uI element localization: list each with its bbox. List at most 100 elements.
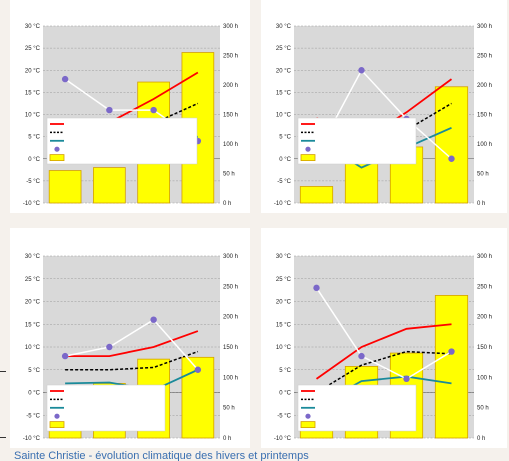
gel-marker [313, 284, 320, 292]
y-left-tick-label: 5 °C [28, 135, 40, 141]
y-left-tick-label: 5 °C [279, 368, 291, 374]
y-right-tick-label: 0 h [223, 201, 231, 207]
y-right-tick-label: 200 h [223, 83, 238, 89]
y-left-tick-label: 30 °C [276, 254, 292, 260]
gel-marker [150, 316, 157, 323]
margin-mark [0, 371, 6, 372]
gel-marker [448, 155, 455, 162]
chart-panel-2011: -10 °C -5 °C 0 °C 5 °C 10 °C 15 °C 20 °C 25 °C 3… [10, 0, 250, 213]
y-left-tick-label: 15 °C [25, 90, 41, 96]
gel-line [64, 318, 199, 371]
legend-swatch-sunshine [49, 154, 65, 162]
legend-swatch-gel [305, 146, 311, 152]
y-right-tick-label: 100 h [477, 375, 492, 381]
y-right-tick-label: 200 h [477, 83, 492, 89]
y-left-tick-label: 25 °C [276, 46, 292, 52]
y-left-tick-label: -10 °C [23, 201, 41, 207]
legend-swatch-sunshine [300, 421, 316, 429]
y-right-tick-label: 300 h [223, 24, 238, 30]
legend-swatch-gel [54, 146, 60, 152]
y-left-tick-label: -10 °C [274, 436, 292, 442]
gel-line [315, 287, 452, 380]
y-left-tick-label: 10 °C [25, 345, 41, 351]
sunshine-bar [434, 86, 469, 204]
y-right-tick-label: 250 h [223, 284, 238, 290]
y-left-tick-label: 30 °C [25, 24, 41, 30]
tx-line [65, 330, 199, 358]
y-left-tick-label: 10 °C [25, 113, 41, 119]
sunshine-bar [48, 170, 82, 204]
y-left-tick-label: -5 °C [277, 179, 291, 185]
gel-marker [106, 106, 113, 114]
legend-swatch-sunshine [49, 421, 65, 429]
y-left-tick-label: 5 °C [28, 368, 40, 374]
y-left-tick-label: 25 °C [25, 46, 41, 52]
y-right-tick-label: 0 h [223, 436, 231, 442]
chart-2018: -10 °C -5 °C 0 °C 5 °C 10 °C 15 °C 20 °C 25 °C 3… [274, 24, 492, 207]
gel-marker [106, 343, 113, 351]
y-left-tick-label: -5 °C [26, 413, 40, 419]
y-left-tick-label: 30 °C [276, 24, 292, 30]
y-left-tick-label: 5 °C [279, 135, 291, 141]
sunshine-bar [93, 167, 126, 204]
chart-panel-2018: -10 °C -5 °C 0 °C 5 °C 10 °C 15 °C 20 °C 25 °C 3… [261, 0, 507, 213]
y-left-tick-label: 10 °C [276, 345, 292, 351]
gel-line [315, 68, 452, 160]
gel-marker [150, 106, 157, 114]
y-left-tick-label: 0 °C [28, 391, 40, 397]
y-left-tick-label: 20 °C [25, 300, 41, 306]
sunshine-bar [299, 186, 334, 204]
y-left-tick-label: -5 °C [26, 179, 40, 185]
y-left-tick-label: 10 °C [276, 113, 292, 119]
chart-2017: -10 °C -5 °C 0 °C 5 °C 10 °C 15 °C 20 °C 25 °C 3… [274, 254, 492, 442]
legend-box [46, 117, 198, 165]
y-left-tick-label: -10 °C [274, 201, 292, 207]
caption: Sainte Christie - évolution climatique d… [14, 450, 309, 461]
y-right-tick-label: 50 h [223, 406, 235, 412]
gel-marker [358, 67, 365, 74]
gel-marker [448, 348, 455, 355]
y-left-tick-label: -10 °C [23, 436, 41, 442]
legend-swatch-gel [305, 413, 311, 419]
y-right-tick-label: 300 h [477, 24, 492, 30]
y-right-tick-label: 50 h [223, 172, 235, 178]
y-left-tick-label: 25 °C [25, 277, 41, 283]
y-left-tick-label: 15 °C [276, 322, 292, 328]
y-left-tick-label: 0 °C [279, 157, 291, 163]
legend-box [297, 384, 417, 432]
txtn-line [316, 350, 452, 394]
chart-2011: -10 °C -5 °C 0 °C 5 °C 10 °C 15 °C 20 °C 25 °C 3… [23, 24, 238, 207]
y-right-tick-label: 50 h [477, 406, 489, 412]
y-right-tick-label: 150 h [477, 345, 492, 351]
margin-mark [0, 437, 6, 438]
gel-marker [403, 375, 410, 383]
y-left-tick-label: 20 °C [25, 68, 41, 74]
y-right-tick-label: 300 h [477, 254, 492, 260]
y-right-tick-label: 250 h [477, 284, 492, 290]
y-right-tick-label: 50 h [477, 172, 489, 178]
chart-panel-2016: -10 °C -5 °C 0 °C 5 °C 10 °C 15 °C 20 °C 25 °C 3… [10, 228, 250, 448]
y-left-tick-label: -5 °C [277, 413, 291, 419]
y-right-tick-label: 150 h [223, 113, 238, 119]
y-right-tick-label: 0 h [477, 201, 485, 207]
legend-box [297, 117, 417, 165]
legend-swatch-gel [54, 413, 60, 419]
gel-marker [61, 352, 69, 360]
y-right-tick-label: 300 h [223, 254, 238, 260]
y-left-tick-label: 30 °C [25, 254, 41, 260]
y-right-tick-label: 200 h [477, 315, 492, 321]
tx-line [315, 323, 452, 380]
y-right-tick-label: 100 h [223, 142, 238, 148]
legend-box [46, 384, 166, 432]
txtn-line [65, 350, 199, 371]
y-right-tick-label: 150 h [223, 345, 238, 351]
y-right-tick-label: 0 h [477, 436, 485, 442]
y-left-tick-label: 15 °C [25, 322, 41, 328]
y-right-tick-label: 150 h [477, 113, 492, 119]
gel-marker [358, 352, 365, 360]
gel-marker [194, 366, 202, 373]
y-right-tick-label: 100 h [223, 375, 238, 381]
y-left-tick-label: 20 °C [276, 300, 292, 306]
gel-marker [61, 75, 69, 83]
y-left-tick-label: 20 °C [276, 68, 292, 74]
